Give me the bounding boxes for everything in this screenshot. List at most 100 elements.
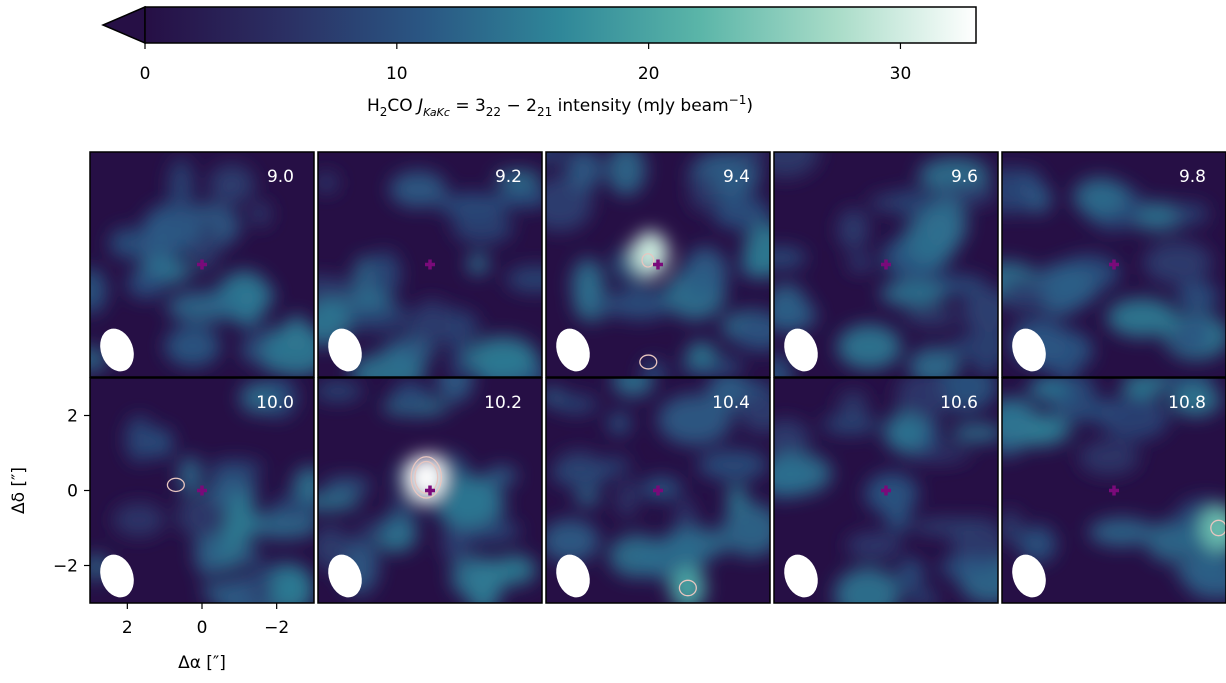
emission-blob: [164, 325, 221, 367]
emission-blob: [113, 502, 165, 537]
panel: [318, 378, 542, 603]
emission-blob: [774, 354, 793, 377]
emission-blob: [1177, 281, 1219, 312]
emission-blob: [318, 380, 363, 402]
panel: [774, 152, 998, 377]
colorbar-label-part: 22: [486, 105, 501, 119]
emission: [90, 158, 314, 377]
emission-blob: [947, 334, 998, 362]
y-axis-label: Δδ [″]: [9, 467, 29, 514]
emission-blob: [389, 170, 447, 208]
emission-blob: [546, 152, 569, 164]
emission-blob: [1106, 298, 1177, 338]
emission-blob: [411, 299, 452, 346]
emission-blob: [168, 158, 194, 215]
emission-blob: [608, 412, 631, 435]
beam: [1012, 554, 1046, 598]
emission-blob: [494, 170, 542, 187]
panel-frame: [773, 151, 999, 378]
emission-blob: [574, 488, 601, 506]
emission-blob: [495, 186, 542, 208]
colorbar-label-part: intensity (mJy beam: [552, 96, 728, 116]
emission-blob: [962, 288, 998, 337]
channel-label: 9.2: [495, 167, 522, 187]
colorbar-label-part: = 3: [450, 96, 486, 116]
emission-peak: [1200, 506, 1226, 550]
emission-blob: [1027, 381, 1070, 400]
colorbar-label-part: H: [367, 96, 380, 116]
panel-frame: [317, 377, 543, 604]
x-axis-label: Δα [″]: [178, 653, 226, 673]
emission-blob: [1056, 365, 1079, 377]
emission-blob: [250, 580, 275, 603]
emission-blob: [338, 299, 409, 332]
emission-blob: [571, 258, 605, 311]
beam: [784, 554, 818, 598]
emission-blob: [452, 210, 513, 244]
emission-blob: [774, 152, 820, 178]
colorbar-label-part: KaKc: [423, 106, 450, 119]
emission-blob: [555, 395, 598, 414]
emission-blob: [743, 223, 770, 278]
colorbar-tick-label: 20: [638, 64, 660, 84]
emission-blob: [239, 381, 276, 414]
channel-label: 10.6: [940, 393, 978, 413]
emission-blob: [382, 512, 416, 539]
emission-blob: [845, 532, 903, 559]
emission-blob: [908, 347, 960, 377]
colorbar-label-part: − 2: [501, 96, 537, 116]
emission-blob: [870, 194, 894, 212]
emission-blob: [1018, 169, 1042, 205]
panel: [90, 378, 314, 603]
beam: [556, 328, 590, 372]
emission: [546, 152, 770, 377]
emission-blob: [1180, 315, 1212, 355]
colorbar-label-part: 2: [380, 105, 388, 119]
contour: [678, 579, 697, 597]
panel: [90, 152, 314, 377]
panel: [318, 152, 542, 377]
contour: [166, 477, 185, 493]
colorbar-label-part: 21: [537, 105, 552, 119]
emission-blob: [1078, 439, 1140, 476]
emission-blob: [657, 394, 732, 446]
emission-blob: [109, 227, 146, 259]
emission-blob: [194, 528, 225, 577]
contour: [1210, 519, 1226, 537]
emission-blob: [930, 378, 998, 412]
beam: [1012, 328, 1046, 372]
emission-blob: [924, 197, 968, 250]
emission-blob: [1143, 241, 1213, 285]
emission-blob: [1002, 510, 1022, 545]
emission-blob: [322, 477, 372, 494]
emission-blob: [721, 503, 770, 557]
colorbar-extension: [101, 5, 146, 45]
emission-blob: [149, 427, 174, 459]
colorbar-tick-label: 0: [140, 64, 151, 84]
emission-blob: [1171, 203, 1209, 225]
emission-blob: [1121, 378, 1165, 399]
beam: [100, 328, 134, 372]
contour: [641, 253, 655, 268]
channel-label: 9.6: [951, 167, 978, 187]
emission-blob: [1018, 525, 1057, 563]
colorbar: [144, 6, 977, 44]
emission-blob: [847, 253, 875, 273]
panel-frame: [545, 377, 771, 604]
emission-blob: [774, 246, 807, 269]
emission-blob: [90, 267, 107, 314]
emission: [318, 378, 537, 603]
emission-blob: [318, 493, 362, 511]
emission-blob: [606, 152, 646, 196]
emission-blob: [226, 493, 256, 547]
panel-frame: [1001, 377, 1226, 604]
emission-blob: [697, 449, 769, 481]
emission-blob: [822, 414, 879, 435]
emission-blob: [207, 459, 263, 479]
emission-blob: [556, 451, 602, 479]
emission-blob: [1170, 383, 1221, 417]
emission-blob: [612, 378, 655, 398]
source-marker: [653, 485, 663, 496]
panel-frame: [317, 151, 543, 378]
emission-blob: [950, 424, 998, 442]
